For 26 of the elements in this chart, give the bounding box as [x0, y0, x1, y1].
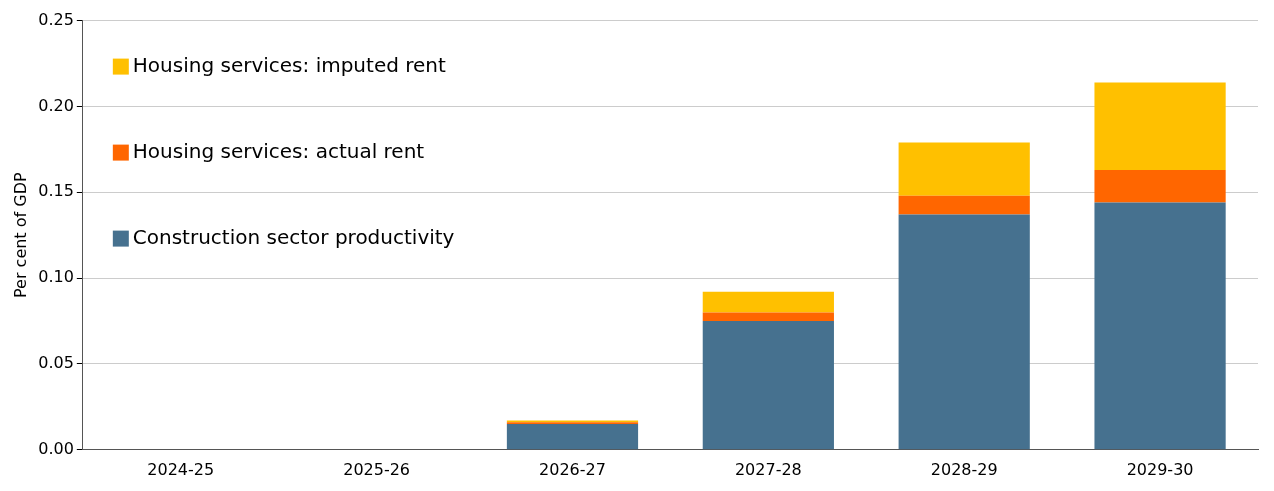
x-tick-label: 2024-25 — [147, 459, 215, 479]
x-tick-label: 2028-29 — [930, 459, 998, 479]
bar — [1094, 202, 1226, 450]
y-tick-label: 0.20 — [38, 95, 74, 115]
x-tick-label: 2029-30 — [1126, 459, 1194, 479]
legend-label: Housing services: imputed rent — [132, 52, 447, 77]
bar — [898, 195, 1030, 215]
y-tick-label: 0.25 — [38, 9, 74, 29]
x-tick-label: 2025-26 — [343, 459, 411, 479]
bar — [1094, 82, 1226, 170]
bar — [898, 142, 1030, 196]
y-tick-label: 0.15 — [38, 181, 74, 201]
x-tick-label: 2027-28 — [734, 459, 802, 479]
y-tick-label: 0.00 — [38, 438, 74, 458]
y-axis-title: Per cent of GDP — [10, 172, 30, 298]
bar — [702, 291, 834, 313]
legend-label: Construction sector productivity — [132, 224, 455, 249]
legend-label: Housing services: actual rent — [132, 138, 425, 163]
x-tick-label: 2026-27 — [539, 459, 606, 479]
y-tick-label: 0.05 — [38, 353, 74, 373]
y-tick-label: 0.10 — [38, 267, 74, 287]
bar — [702, 312, 834, 322]
bar — [898, 214, 1030, 450]
bar — [1094, 169, 1226, 203]
bar — [702, 321, 834, 450]
bar — [506, 424, 639, 450]
